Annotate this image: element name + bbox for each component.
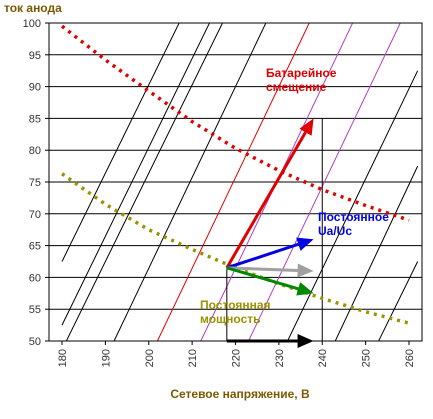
- y-tick-label: 85: [29, 113, 41, 125]
- olive-dotted-curve: [61, 172, 410, 325]
- diagonal-line-2: [61, 23, 180, 262]
- x-tick-label: 260: [404, 349, 416, 367]
- constant-ratio-arrow: [226, 242, 299, 270]
- constant-power-arrowhead: [296, 282, 314, 296]
- reference-lines: [226, 118, 323, 341]
- arrows: [225, 118, 314, 348]
- y-tick-label: 55: [29, 304, 41, 316]
- annotation-ratio-line-2: Ua/Uc: [318, 224, 352, 238]
- y-tick-label: 90: [29, 82, 41, 94]
- x-tick-label: 210: [187, 349, 199, 367]
- y-tick-label: 65: [29, 241, 41, 253]
- gray-arrow: [226, 266, 298, 272]
- gray-arrowhead: [297, 263, 314, 278]
- y-axis-title: ток анода: [4, 1, 62, 15]
- annotation-ratio-line-1: Постоянное: [318, 210, 389, 224]
- red-dotted-curve: [60, 24, 410, 222]
- y-tick-label: 100: [23, 18, 41, 30]
- diagonal-line-3: [65, 23, 223, 341]
- annotation-power-line-1: Постоянная: [200, 298, 271, 312]
- x-tick-label: 200: [144, 349, 156, 367]
- x-tick-label: 220: [231, 349, 243, 367]
- diagonal-line-8: [287, 70, 419, 341]
- diagonal-line-4: [113, 23, 267, 341]
- annotation-power-line-2: мощность: [200, 312, 261, 326]
- x-tick-label: 190: [100, 349, 112, 367]
- constant-power-arrow: [226, 266, 299, 291]
- plot-frame: [48, 22, 423, 342]
- y-tick-label: 75: [29, 177, 41, 189]
- y-tick-label: 50: [29, 336, 41, 348]
- diagonal-line-9: [334, 165, 419, 341]
- y-tick-label: 95: [29, 50, 41, 62]
- y-tick-label: 70: [29, 209, 41, 221]
- x-tick-label: 250: [361, 349, 373, 367]
- diagonal-line-1: [61, 23, 210, 326]
- y-tick-label: 60: [29, 272, 41, 284]
- annotation-battery-line-1: Батарейное: [266, 66, 337, 80]
- x-tick-label: 230: [274, 349, 286, 367]
- constant-ratio-arrowhead: [296, 237, 314, 251]
- x-axis-title: Сетевое напряжение, В: [170, 387, 310, 401]
- dotted-curves: [60, 24, 410, 325]
- diagonal-line-5: [156, 23, 310, 341]
- x-tick-label: 180: [57, 349, 69, 367]
- y-tick-labels: 50 55 60 65 70 75 80 85 90 95 100: [23, 18, 41, 348]
- diagonal-line-7: [248, 23, 401, 341]
- annotation-battery-line-2: смещение: [266, 80, 327, 94]
- diagonal-line-10: [378, 261, 419, 341]
- battery-bias-arrow: [225, 131, 307, 269]
- gridlines: [45, 22, 422, 345]
- x-tick-label: 240: [317, 349, 329, 367]
- battery-bias-arrowhead: [299, 118, 314, 136]
- x-tick-labels: 180 190 200 210 220 230 240 250 260: [57, 349, 416, 367]
- y-tick-label: 80: [29, 145, 41, 157]
